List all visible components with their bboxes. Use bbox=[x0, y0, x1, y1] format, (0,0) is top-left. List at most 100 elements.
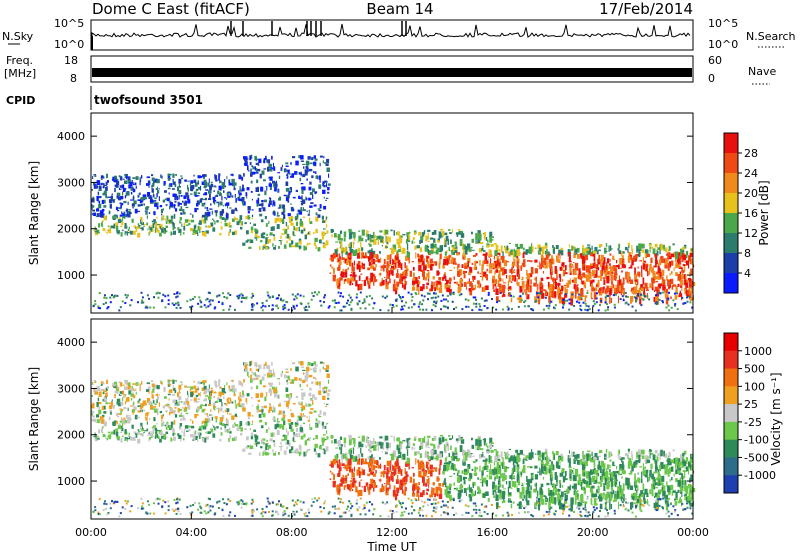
power-cell bbox=[323, 156, 325, 159]
power-cell bbox=[124, 231, 126, 236]
power-cell bbox=[181, 223, 183, 227]
power-cell bbox=[622, 255, 624, 259]
power-cell bbox=[530, 279, 532, 285]
power-cell bbox=[291, 245, 295, 248]
velocity-cell bbox=[692, 488, 696, 493]
power-cell bbox=[431, 232, 434, 235]
power-cell bbox=[640, 273, 643, 278]
power-cell bbox=[606, 303, 608, 306]
power-cell bbox=[553, 278, 555, 284]
velocity-cell bbox=[110, 431, 114, 435]
velocity-cell bbox=[213, 396, 215, 398]
power-cell bbox=[587, 248, 592, 255]
power-cell bbox=[565, 272, 568, 275]
velocity-cell bbox=[510, 455, 513, 462]
power-cell bbox=[683, 289, 686, 291]
power-cell bbox=[622, 277, 625, 285]
velocity-cell bbox=[526, 500, 530, 506]
power-cell bbox=[434, 305, 437, 308]
power-cell bbox=[573, 252, 576, 258]
velocity-cell bbox=[551, 471, 553, 479]
power-cell bbox=[251, 303, 253, 306]
power-cell bbox=[264, 305, 267, 308]
power-cell bbox=[506, 245, 509, 251]
power-cell bbox=[511, 263, 514, 270]
velocity-cell bbox=[585, 460, 588, 467]
velocity-cell bbox=[322, 388, 324, 393]
velocity-cell bbox=[120, 431, 123, 434]
velocity-cell bbox=[643, 493, 645, 501]
velocity-cell bbox=[197, 398, 201, 400]
velocity-cell bbox=[690, 453, 693, 462]
power-cell bbox=[120, 232, 123, 237]
power-cell bbox=[201, 181, 205, 185]
velocity-cell bbox=[253, 429, 256, 432]
power-cell bbox=[421, 303, 424, 306]
velocity-cell bbox=[220, 427, 222, 430]
power-cell bbox=[164, 295, 167, 298]
power-cell bbox=[103, 183, 105, 189]
power-cell bbox=[579, 297, 583, 301]
power-cell bbox=[354, 275, 356, 281]
power-cell bbox=[140, 219, 142, 224]
velocity-cell bbox=[372, 473, 376, 477]
velocity-cell bbox=[269, 403, 271, 405]
power-cell bbox=[589, 271, 592, 279]
power-cell bbox=[282, 308, 285, 311]
nsearch-tick-high: 10^5 bbox=[708, 17, 738, 30]
velocity-cell bbox=[583, 462, 585, 465]
velocity-cell bbox=[525, 455, 529, 459]
power-cell bbox=[298, 245, 302, 249]
velocity-cell bbox=[585, 453, 587, 460]
velocity-cell bbox=[576, 490, 579, 492]
power-cell bbox=[540, 263, 542, 270]
power-cell bbox=[380, 269, 382, 271]
velocity-cell bbox=[453, 487, 458, 490]
power-cell bbox=[322, 181, 325, 183]
power-cell bbox=[681, 293, 683, 301]
power-cell bbox=[675, 272, 678, 277]
velocity-cell bbox=[561, 472, 564, 477]
velocity-cell bbox=[226, 398, 229, 403]
power-cell bbox=[453, 308, 455, 310]
velocity-cell bbox=[137, 438, 141, 444]
power-cell bbox=[654, 290, 655, 292]
power-cell bbox=[430, 284, 433, 292]
power-cell bbox=[464, 271, 467, 273]
power-cell bbox=[507, 280, 509, 288]
velocity-cell bbox=[219, 386, 221, 390]
power-cell bbox=[394, 249, 397, 252]
power-cell bbox=[525, 284, 529, 290]
power-cell bbox=[226, 176, 228, 180]
power-cell bbox=[156, 291, 159, 294]
power-cell bbox=[260, 219, 264, 223]
power-cell bbox=[544, 260, 548, 269]
power-cell bbox=[350, 231, 353, 235]
power-cell bbox=[158, 230, 160, 234]
power-cell bbox=[179, 203, 182, 205]
power-cell bbox=[175, 193, 178, 199]
velocity-cell bbox=[309, 398, 313, 401]
power-cell bbox=[343, 237, 346, 242]
power-cell bbox=[158, 292, 161, 295]
velocity-cell bbox=[238, 425, 241, 429]
power-cell bbox=[100, 182, 104, 186]
velocity-cell bbox=[465, 451, 469, 457]
power-cell bbox=[209, 299, 212, 302]
power-cell bbox=[520, 265, 523, 267]
power-cell bbox=[586, 275, 589, 279]
power-cell bbox=[381, 245, 383, 247]
freq-unit: [MHz] bbox=[4, 67, 36, 80]
power-cell bbox=[156, 186, 158, 189]
velocity-cell bbox=[384, 483, 386, 485]
power-cell bbox=[656, 249, 658, 252]
power-cell bbox=[93, 230, 97, 232]
power-cell bbox=[657, 247, 660, 250]
velocity-cell bbox=[116, 398, 121, 402]
velocity-cell bbox=[336, 484, 339, 492]
power-cell bbox=[501, 270, 505, 276]
power-cell bbox=[214, 175, 218, 180]
velocity-cell bbox=[303, 422, 306, 425]
